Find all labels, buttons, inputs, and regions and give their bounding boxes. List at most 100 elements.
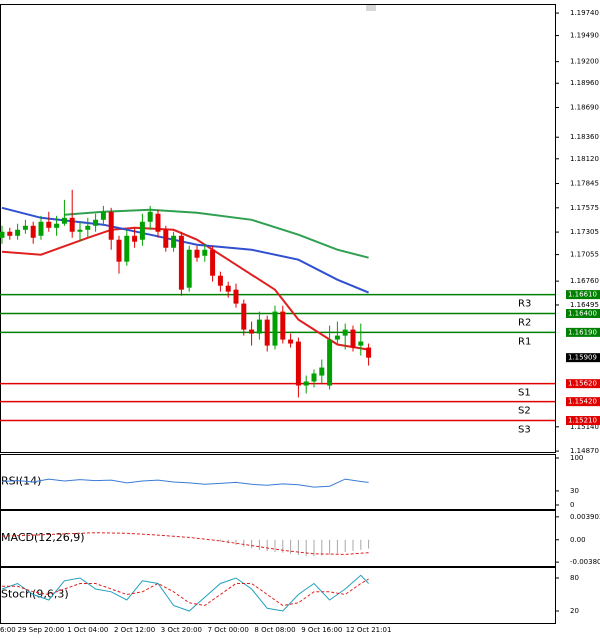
indicator-line	[1, 532, 369, 555]
indicator-line	[1, 478, 369, 488]
level-tag	[566, 327, 600, 337]
y-tick-label: 80	[570, 574, 579, 582]
candle-body	[0, 231, 5, 238]
x-tick-label: 8 Oct 08:00	[254, 626, 295, 634]
y-tick-label: 1.16760	[570, 277, 599, 285]
x-tick-label: 9 Oct 16:00	[301, 626, 342, 634]
level-name: S3	[518, 425, 531, 436]
y-tick-label: 0.003903	[570, 513, 600, 521]
candle-body	[186, 249, 192, 288]
candle-body	[69, 217, 75, 232]
panel-frame	[0, 510, 556, 567]
candle-body	[54, 223, 60, 228]
x-tick-label: 6:00	[0, 626, 16, 634]
candle-body	[132, 235, 138, 242]
candle-body	[272, 311, 278, 346]
y-tick-label: 1.17305	[570, 228, 599, 236]
candle-body	[241, 303, 247, 330]
candle-body	[155, 213, 161, 232]
level-tag-label: 1.16610	[568, 291, 597, 299]
x-tick-label: 3 Oct 20:00	[161, 626, 202, 634]
candle-body	[147, 211, 153, 222]
y-tick-label: 1.19740	[570, 9, 599, 17]
candle-body	[124, 235, 130, 262]
candle-body	[163, 229, 169, 248]
panel-frame	[0, 567, 556, 624]
candle-body	[202, 249, 208, 256]
candle-body	[108, 211, 114, 240]
level-tag	[566, 397, 600, 407]
candle-body	[256, 319, 262, 334]
current-price-tag	[566, 353, 600, 363]
y-tick-label: 1.15140	[570, 423, 599, 431]
candle-body	[30, 225, 36, 238]
candle-body	[194, 249, 200, 258]
x-tick-label: 1 Oct 04:00	[67, 626, 108, 634]
level-tag-label: 1.16190	[568, 328, 597, 336]
y-tick-label: 0	[570, 501, 574, 509]
candle-body	[295, 341, 301, 386]
y-tick-label: 0.00	[570, 536, 586, 544]
panel-frame	[0, 4, 556, 453]
level-tag-label: 1.15420	[568, 398, 597, 406]
candle-body	[249, 329, 255, 334]
indicator-line	[1, 574, 369, 612]
candle-body	[217, 275, 223, 286]
candle-body	[233, 289, 239, 304]
candle-body	[358, 341, 364, 346]
y-tick-label: 1.17575	[570, 204, 599, 212]
moving-average	[1, 206, 369, 294]
level-tag	[566, 379, 600, 389]
current-price-label: 1.15909	[568, 354, 597, 362]
candle-body	[288, 339, 294, 344]
level-tag	[566, 416, 600, 426]
y-tick-label: -0.003807	[570, 558, 600, 566]
candle-body	[116, 239, 122, 262]
y-tick-label: 1.18120	[570, 155, 599, 163]
x-tick-label: 7 Oct 00:00	[208, 626, 249, 634]
level-name: R3	[518, 299, 531, 310]
candle-body	[139, 221, 145, 240]
candle-body	[342, 329, 348, 336]
y-tick-label: 1.16495	[570, 301, 599, 309]
indicator-line	[2, 578, 369, 607]
x-tick-label: 2 Oct 12:00	[114, 626, 155, 634]
y-tick-label: 1.19200	[570, 58, 599, 66]
candle-body	[77, 229, 83, 232]
level-tag	[566, 308, 600, 318]
candle-body	[327, 339, 333, 386]
candle-body	[264, 319, 270, 346]
level-name: R2	[518, 317, 531, 328]
candle-body	[7, 231, 13, 236]
candle-body	[61, 217, 67, 224]
level-name: S1	[518, 388, 531, 399]
y-tick-label: 30	[570, 487, 579, 495]
candle-body	[93, 219, 99, 226]
candle-body	[178, 235, 184, 290]
candle-body	[303, 381, 309, 386]
y-tick-label: 1.19490	[570, 32, 599, 40]
candle-body	[225, 285, 231, 292]
x-tick-label: 12 Oct 21:01	[346, 626, 392, 634]
candle-body	[171, 235, 177, 248]
level-name: S2	[518, 406, 531, 417]
candle-body	[334, 335, 340, 340]
panel-title: Stoch(9,6,3)	[1, 588, 69, 601]
y-tick-label: 1.18360	[570, 133, 599, 141]
level-name: R1	[518, 336, 531, 347]
y-tick-label: 1.18690	[570, 104, 599, 112]
candle-body	[85, 225, 91, 230]
candle-body	[280, 311, 286, 340]
candle-body	[319, 367, 325, 376]
panel-frame	[0, 454, 556, 510]
y-tick-label: 20	[570, 607, 579, 615]
y-tick-label: 1.18960	[570, 79, 599, 87]
candle-body	[46, 221, 52, 228]
y-tick-label: 1.17845	[570, 180, 599, 188]
level-tag-label: 1.15620	[568, 380, 597, 388]
candle-body	[38, 221, 44, 236]
y-tick-label: 1.14870	[570, 447, 599, 455]
level-tag	[566, 290, 600, 300]
